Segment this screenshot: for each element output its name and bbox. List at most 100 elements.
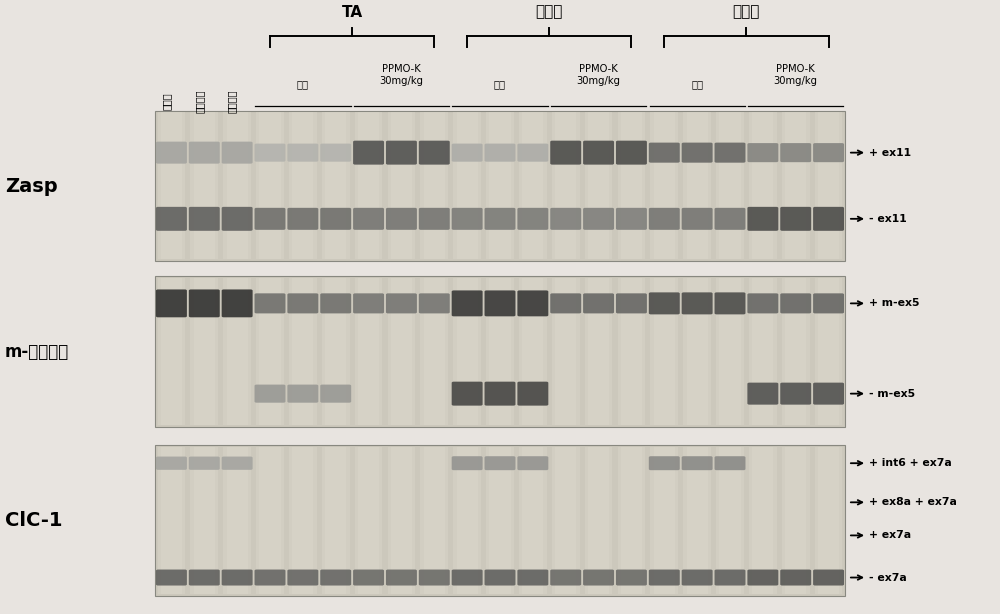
- Bar: [519, 446, 547, 594]
- Bar: [453, 278, 481, 426]
- FancyBboxPatch shape: [747, 383, 778, 405]
- Bar: [289, 112, 317, 260]
- FancyBboxPatch shape: [682, 456, 713, 470]
- FancyBboxPatch shape: [156, 142, 187, 164]
- FancyBboxPatch shape: [320, 208, 351, 230]
- FancyBboxPatch shape: [485, 144, 515, 161]
- FancyBboxPatch shape: [550, 570, 581, 586]
- Bar: [358, 446, 379, 594]
- Bar: [325, 278, 346, 426]
- Bar: [391, 278, 412, 426]
- FancyBboxPatch shape: [649, 208, 680, 230]
- FancyBboxPatch shape: [780, 383, 811, 405]
- Bar: [815, 112, 842, 260]
- Bar: [325, 446, 346, 594]
- FancyBboxPatch shape: [517, 144, 548, 161]
- Bar: [818, 446, 839, 594]
- Bar: [486, 112, 514, 260]
- Bar: [194, 112, 215, 260]
- Bar: [621, 112, 642, 260]
- Bar: [486, 446, 514, 594]
- Bar: [683, 278, 711, 426]
- Bar: [719, 278, 741, 426]
- FancyBboxPatch shape: [485, 382, 515, 406]
- FancyBboxPatch shape: [452, 208, 483, 230]
- Bar: [155, 111, 845, 261]
- Bar: [749, 446, 777, 594]
- Bar: [588, 446, 609, 594]
- Bar: [654, 112, 675, 260]
- FancyBboxPatch shape: [452, 290, 483, 316]
- FancyBboxPatch shape: [813, 207, 844, 231]
- FancyBboxPatch shape: [813, 143, 844, 162]
- Bar: [453, 446, 481, 594]
- Bar: [683, 112, 711, 260]
- Bar: [256, 278, 284, 426]
- Bar: [785, 446, 806, 594]
- FancyBboxPatch shape: [419, 141, 450, 165]
- Text: 四头肌: 四头肌: [536, 5, 563, 20]
- Text: PPMO-K
30mg/kg: PPMO-K 30mg/kg: [577, 64, 621, 86]
- FancyBboxPatch shape: [616, 570, 647, 586]
- FancyBboxPatch shape: [320, 293, 351, 313]
- FancyBboxPatch shape: [517, 208, 548, 230]
- Bar: [654, 446, 675, 594]
- Bar: [785, 278, 806, 426]
- FancyBboxPatch shape: [255, 384, 285, 403]
- Bar: [190, 446, 218, 594]
- FancyBboxPatch shape: [419, 293, 450, 313]
- Bar: [585, 112, 612, 260]
- Bar: [457, 112, 478, 260]
- FancyBboxPatch shape: [715, 142, 745, 163]
- Bar: [552, 278, 580, 426]
- FancyBboxPatch shape: [386, 141, 417, 165]
- Bar: [752, 278, 773, 426]
- Bar: [388, 446, 415, 594]
- FancyBboxPatch shape: [747, 293, 778, 313]
- Bar: [424, 278, 445, 426]
- FancyBboxPatch shape: [320, 384, 351, 403]
- Bar: [259, 278, 281, 426]
- FancyBboxPatch shape: [517, 382, 548, 406]
- Bar: [588, 112, 609, 260]
- FancyBboxPatch shape: [682, 142, 713, 163]
- FancyBboxPatch shape: [616, 141, 647, 165]
- FancyBboxPatch shape: [452, 570, 483, 586]
- FancyBboxPatch shape: [452, 144, 483, 161]
- Bar: [256, 446, 284, 594]
- Text: 盐水: 盐水: [494, 79, 506, 89]
- Text: + ex7a: + ex7a: [869, 530, 911, 540]
- Bar: [391, 446, 412, 594]
- Bar: [818, 278, 839, 426]
- Bar: [650, 278, 678, 426]
- FancyBboxPatch shape: [682, 208, 713, 230]
- Bar: [519, 278, 547, 426]
- Bar: [752, 112, 773, 260]
- FancyBboxPatch shape: [715, 570, 745, 586]
- Bar: [552, 112, 580, 260]
- FancyBboxPatch shape: [780, 293, 811, 313]
- Text: + ex8a + ex7a: + ex8a + ex7a: [869, 497, 957, 507]
- FancyBboxPatch shape: [156, 207, 187, 231]
- Bar: [355, 112, 382, 260]
- Bar: [687, 446, 708, 594]
- FancyBboxPatch shape: [583, 141, 614, 165]
- Bar: [815, 446, 842, 594]
- Bar: [259, 112, 281, 260]
- FancyBboxPatch shape: [649, 456, 680, 470]
- Bar: [388, 112, 415, 260]
- Bar: [489, 446, 511, 594]
- Bar: [190, 112, 218, 260]
- Text: PPMO-K
30mg/kg: PPMO-K 30mg/kg: [774, 64, 818, 86]
- Text: 阳性对照: 阳性对照: [227, 90, 237, 113]
- Bar: [388, 278, 415, 426]
- FancyBboxPatch shape: [715, 208, 745, 230]
- Bar: [453, 112, 481, 260]
- FancyBboxPatch shape: [813, 570, 844, 586]
- FancyBboxPatch shape: [419, 570, 450, 586]
- FancyBboxPatch shape: [320, 144, 351, 161]
- Bar: [227, 446, 248, 594]
- Bar: [621, 446, 642, 594]
- Bar: [292, 278, 313, 426]
- Bar: [190, 278, 218, 426]
